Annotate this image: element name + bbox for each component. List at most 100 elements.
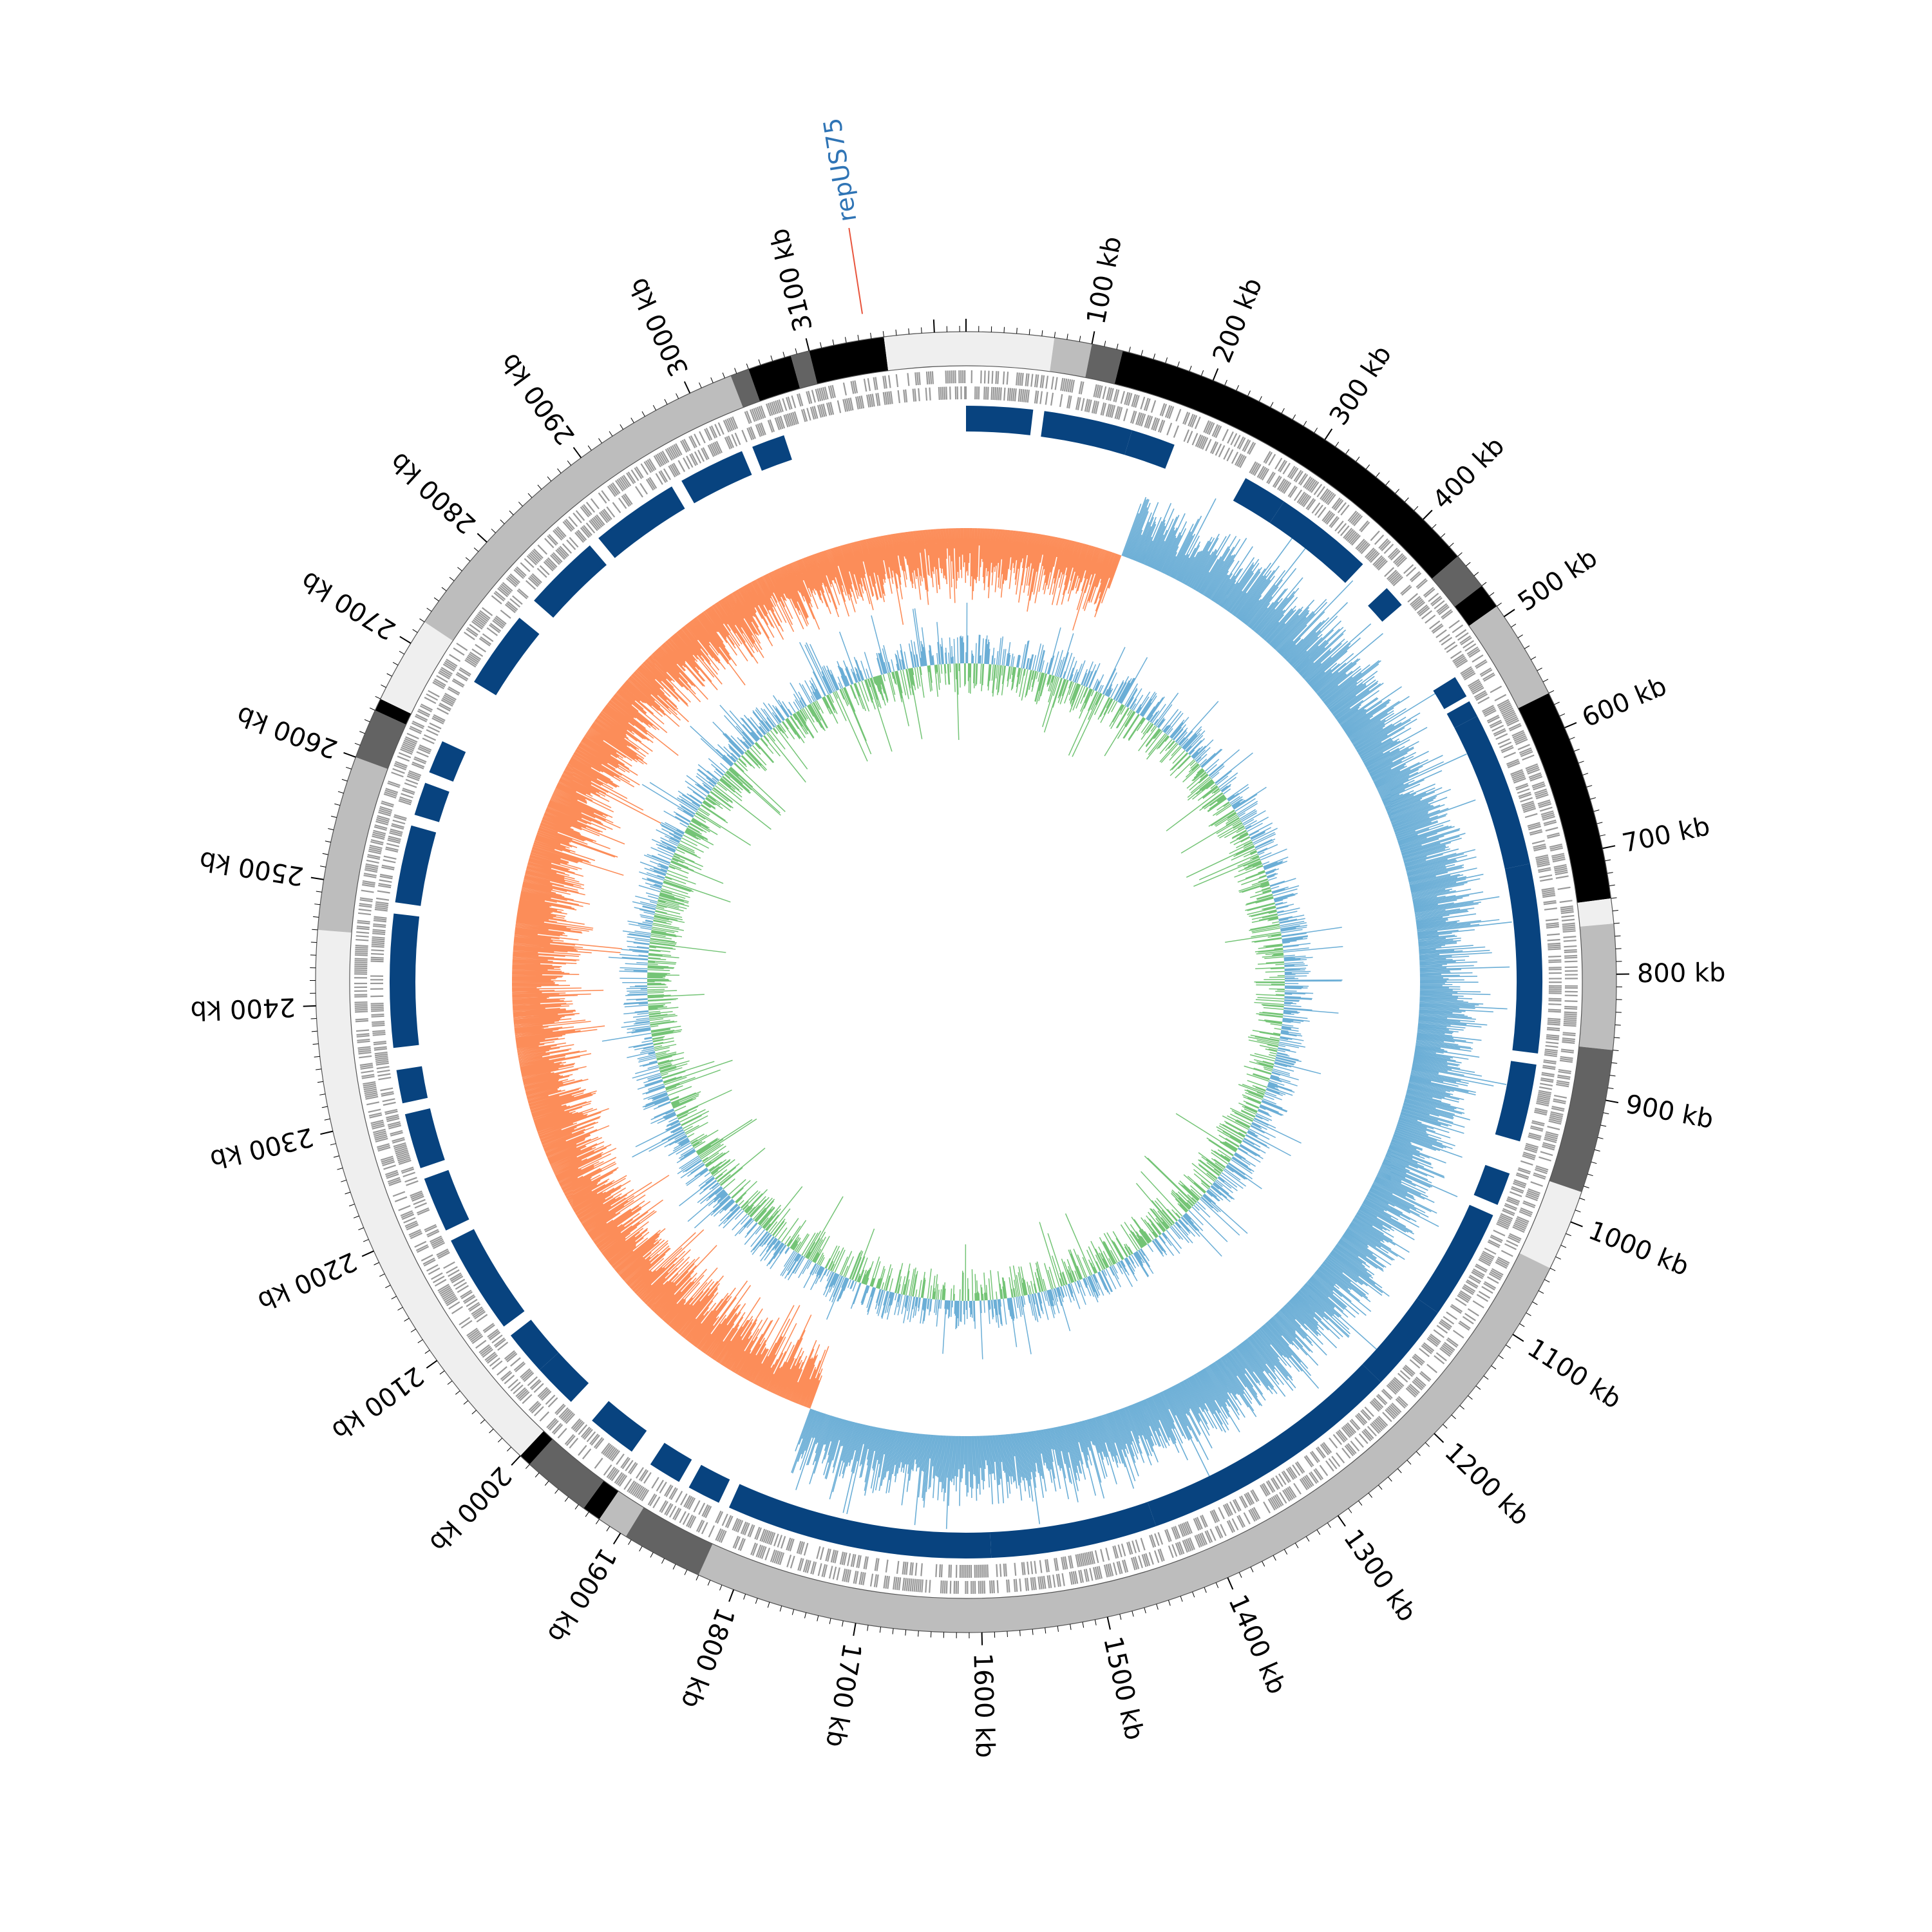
- minor-tick: [587, 445, 592, 451]
- blue-feature-block: [414, 782, 450, 822]
- outer-ring-segment: [1519, 1180, 1582, 1269]
- minor-tick: [804, 1612, 807, 1618]
- minor-tick: [1165, 357, 1168, 363]
- minor-tick: [1578, 761, 1584, 764]
- outer-ring-segment: [355, 710, 406, 770]
- minor-tick: [1569, 737, 1575, 740]
- minor-tick: [1406, 1459, 1412, 1465]
- outer-ring-segment: [583, 1481, 619, 1520]
- minor-tick: [1283, 1549, 1288, 1555]
- minor-tick: [1016, 328, 1018, 334]
- blue-feature-block: [990, 1502, 1157, 1558]
- minor-tick: [1483, 1376, 1489, 1380]
- minor-tick: [324, 1118, 330, 1121]
- outer-ring-segment: [1518, 693, 1611, 903]
- blue-feature-block: [966, 406, 1034, 435]
- minor-tick: [399, 650, 405, 655]
- minor-tick: [829, 1618, 831, 1624]
- minor-tick: [1498, 1355, 1504, 1359]
- blue-feature-block: [1504, 864, 1542, 1054]
- minor-tick: [507, 1446, 512, 1452]
- major-tick: [320, 1130, 334, 1135]
- gc-negative: [647, 663, 1285, 1302]
- minor-tick: [620, 424, 623, 430]
- minor-tick: [397, 1307, 403, 1311]
- minor-tick: [325, 840, 331, 843]
- minor-tick: [557, 468, 562, 474]
- minor-tick: [1019, 1630, 1021, 1636]
- major-tick: [1423, 509, 1433, 520]
- minor-tick: [1385, 480, 1390, 486]
- minor-tick: [1236, 384, 1239, 391]
- minor-tick: [358, 1227, 364, 1231]
- outer-ring-segment: [698, 1253, 1551, 1633]
- minor-tick: [412, 629, 418, 633]
- minor-tick: [1586, 785, 1593, 788]
- inner-gc-plot: [601, 602, 1343, 1359]
- outer-ring-segment: [809, 337, 889, 384]
- minor-tick: [1281, 408, 1285, 414]
- minor-tick: [455, 1390, 460, 1395]
- minor-tick: [314, 904, 321, 905]
- major-tick: [1564, 722, 1577, 728]
- gene-strand-reverse: [370, 386, 1562, 1578]
- minor-tick: [1532, 1302, 1538, 1305]
- minor-tick: [882, 331, 884, 337]
- outer-ring-segment: [375, 699, 412, 725]
- minor-tick: [1542, 679, 1549, 683]
- minor-tick: [1605, 859, 1611, 862]
- minor-tick: [333, 1155, 339, 1158]
- minor-tick: [595, 1519, 600, 1524]
- minor-tick: [1496, 602, 1502, 607]
- blue-feature-block: [1473, 1164, 1510, 1206]
- minor-tick: [1200, 370, 1204, 376]
- outer-ring-segment: [625, 1507, 713, 1575]
- minor-tick: [527, 493, 533, 498]
- minor-tick: [1597, 1137, 1604, 1139]
- minor-tick: [1348, 1508, 1352, 1513]
- minor-tick: [312, 929, 318, 931]
- tick-label: 1500 kb: [1097, 1634, 1149, 1743]
- minor-tick: [1560, 1245, 1567, 1248]
- tick-label: 2100 kb: [327, 1361, 429, 1446]
- outer-ring-segment: [316, 929, 544, 1456]
- outer-ring-segment: [790, 350, 818, 389]
- tick-label: 1900 kb: [541, 1543, 622, 1648]
- minor-tick: [832, 339, 835, 346]
- minor-tick: [316, 891, 322, 893]
- minor-tick: [1505, 1345, 1511, 1349]
- skew-positive: [791, 497, 1512, 1530]
- minor-tick: [1519, 1323, 1525, 1327]
- blue-feature-block: [1495, 1061, 1537, 1142]
- minor-tick: [918, 1631, 919, 1637]
- minor-tick: [489, 1428, 494, 1434]
- tick-label: 600 kb: [1578, 671, 1671, 733]
- outer-ring-segment: [1050, 337, 1092, 378]
- minor-tick: [1335, 441, 1340, 447]
- minor-tick: [1575, 1209, 1581, 1213]
- tick-label: 1200 kb: [1439, 1437, 1535, 1531]
- major-tick: [361, 1250, 374, 1257]
- tick-label: 1400 kb: [1222, 1591, 1292, 1699]
- major-tick: [343, 752, 356, 758]
- tick-label: 700 kb: [1620, 811, 1712, 858]
- blue-feature-block: [592, 1401, 647, 1452]
- minor-tick: [1414, 506, 1419, 511]
- minor-tick: [1579, 1197, 1586, 1200]
- minor-tick: [313, 916, 319, 918]
- minor-tick: [500, 519, 505, 524]
- blue-feature-block: [396, 1066, 428, 1104]
- minor-tick: [1368, 1493, 1373, 1498]
- outer-segment-ring: [315, 331, 1617, 1633]
- minor-tick: [791, 1609, 795, 1615]
- minor-tick: [1457, 552, 1463, 557]
- minor-tick: [310, 942, 317, 943]
- minor-tick: [1489, 592, 1495, 596]
- minor-tick: [1538, 1290, 1544, 1294]
- blue-feature-block: [1362, 1298, 1438, 1383]
- minor-tick: [1082, 1622, 1084, 1628]
- minor-tick: [509, 510, 514, 515]
- minor-tick: [1607, 872, 1613, 874]
